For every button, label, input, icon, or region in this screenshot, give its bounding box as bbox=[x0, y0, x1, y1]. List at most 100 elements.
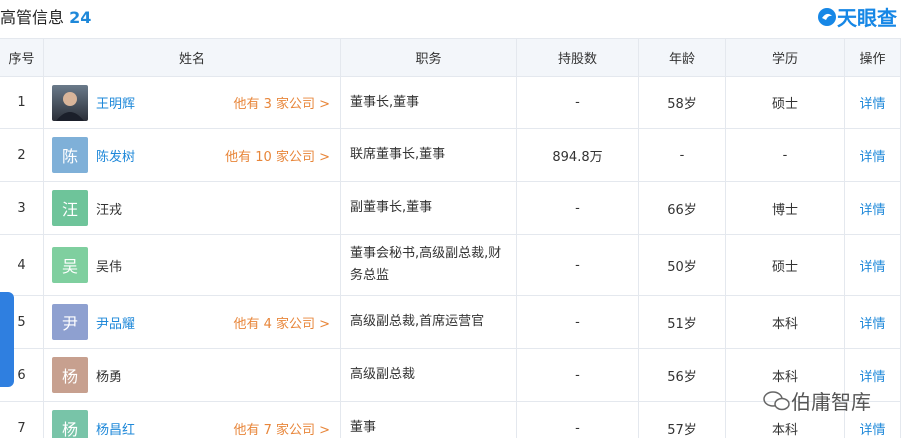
position: 副董事长,董事 bbox=[350, 200, 433, 215]
side-tab[interactable] bbox=[0, 292, 14, 387]
cell: 详情 bbox=[845, 129, 901, 182]
wechat-icon bbox=[763, 390, 790, 410]
company-link[interactable]: 他有 10 家公司 > bbox=[225, 149, 330, 165]
age: 50岁 bbox=[667, 259, 697, 275]
avatar: 汪 bbox=[52, 190, 88, 226]
action[interactable]: 详情 bbox=[859, 202, 886, 218]
avatar: 杨 bbox=[52, 410, 88, 438]
index: 4 bbox=[17, 257, 26, 273]
cell: - bbox=[517, 182, 639, 235]
person-name[interactable]: 尹品耀 bbox=[96, 316, 136, 332]
index: 6 bbox=[17, 367, 26, 383]
column-header: 职务 bbox=[341, 38, 517, 77]
shares: 894.8万 bbox=[552, 149, 603, 165]
column-header: 姓名 bbox=[44, 38, 341, 77]
column-header: 学历 bbox=[726, 38, 845, 77]
cell: 本科 bbox=[726, 296, 845, 349]
shares: - bbox=[575, 257, 580, 273]
cell: 1 bbox=[0, 77, 44, 129]
age: - bbox=[679, 147, 685, 163]
shares: - bbox=[575, 95, 580, 110]
age: 56岁 bbox=[667, 369, 697, 385]
company-link[interactable]: 他有 4 家公司 > bbox=[233, 316, 330, 332]
education: 博士 bbox=[771, 202, 798, 218]
position: 高级副总裁,首席运营官 bbox=[350, 314, 485, 329]
cell: - bbox=[517, 349, 639, 402]
name-cell: 汪汪戎 bbox=[44, 182, 341, 235]
cell: - bbox=[726, 129, 845, 182]
person-name[interactable]: 杨昌红 bbox=[96, 422, 136, 438]
watermark-text: 伯庸智库 bbox=[791, 390, 871, 414]
age: 58岁 bbox=[667, 97, 697, 112]
education: 硕士 bbox=[771, 97, 798, 112]
index: 1 bbox=[17, 95, 26, 110]
logo-icon bbox=[818, 7, 836, 26]
table: 序号 姓名 职务 持股数 年龄 学历 操作 1 王明辉 他有 3 家公司 > 董事长,董事 -58岁硕… bbox=[0, 38, 901, 438]
position: 高级副总裁 bbox=[350, 367, 416, 382]
company-link[interactable]: 他有 3 家公司 > bbox=[233, 97, 330, 112]
cell: 硕士 bbox=[726, 235, 845, 296]
action[interactable]: 详情 bbox=[859, 422, 886, 438]
cell: 6 bbox=[0, 349, 44, 402]
person-name[interactable]: 王明辉 bbox=[96, 97, 136, 112]
cell: - bbox=[517, 235, 639, 296]
education: 本科 bbox=[771, 369, 798, 385]
name-cell: 吴吴伟 bbox=[44, 235, 341, 296]
person-name: 杨勇 bbox=[96, 369, 123, 385]
cell: - bbox=[517, 402, 639, 438]
avatar-photo bbox=[52, 84, 88, 121]
avatar: 尹 bbox=[52, 304, 88, 340]
name-cell: 杨杨昌红 他有 7 家公司 > bbox=[44, 402, 341, 438]
age: 51岁 bbox=[667, 316, 697, 332]
index: 3 bbox=[17, 200, 26, 216]
person-name[interactable]: 陈发树 bbox=[96, 149, 136, 165]
position: 董事会秘书,高级副总裁,财务总监 bbox=[350, 246, 502, 283]
company-link[interactable]: 他有 7 家公司 > bbox=[233, 422, 330, 438]
index: 2 bbox=[17, 147, 26, 163]
cell: 详情 bbox=[845, 296, 901, 349]
shares: - bbox=[575, 420, 580, 436]
education: 本科 bbox=[771, 422, 798, 438]
education: - bbox=[782, 147, 788, 163]
title: 高管信息 bbox=[0, 8, 65, 27]
cell: - bbox=[517, 296, 639, 349]
name-cell: 尹尹品耀 他有 4 家公司 > bbox=[44, 296, 341, 349]
cell: 4 bbox=[0, 235, 44, 296]
cell: 50岁 bbox=[639, 235, 726, 296]
person-name: 汪戎 bbox=[96, 202, 123, 218]
cell: 高级副总裁 bbox=[341, 349, 517, 402]
cell: 详情 bbox=[845, 235, 901, 296]
cell: 57岁 bbox=[639, 402, 726, 438]
cell: 博士 bbox=[726, 182, 845, 235]
position: 联席董事长,董事 bbox=[350, 147, 446, 162]
index: 5 bbox=[17, 314, 26, 330]
logo-text: 天眼查 bbox=[837, 6, 897, 30]
cell: - bbox=[517, 77, 639, 129]
cell: 51岁 bbox=[639, 296, 726, 349]
cell: 董事长,董事 bbox=[341, 77, 517, 129]
cell: 详情 bbox=[845, 77, 901, 129]
cell: 56岁 bbox=[639, 349, 726, 402]
shares: - bbox=[575, 314, 580, 330]
education: 本科 bbox=[771, 316, 798, 332]
action[interactable]: 详情 bbox=[859, 259, 886, 275]
person-name: 吴伟 bbox=[96, 259, 123, 275]
column-header: 操作 bbox=[845, 38, 901, 77]
avatar: 吴 bbox=[52, 247, 88, 283]
name-cell: 陈陈发树 他有 10 家公司 > bbox=[44, 129, 341, 182]
cell: 董事 bbox=[341, 402, 517, 438]
cell: 高级副总裁,首席运营官 bbox=[341, 296, 517, 349]
cell: 副董事长,董事 bbox=[341, 182, 517, 235]
action[interactable]: 详情 bbox=[859, 369, 886, 385]
cell: 详情 bbox=[845, 182, 901, 235]
action[interactable]: 详情 bbox=[859, 149, 886, 165]
action[interactable]: 详情 bbox=[859, 97, 886, 112]
column-header: 序号 bbox=[0, 38, 44, 77]
action[interactable]: 详情 bbox=[859, 316, 886, 332]
cell: 本科 bbox=[726, 402, 845, 438]
avatar: 杨 bbox=[52, 357, 88, 393]
position: 董事长,董事 bbox=[350, 94, 420, 110]
cell: 联席董事长,董事 bbox=[341, 129, 517, 182]
age: 57岁 bbox=[667, 422, 697, 438]
